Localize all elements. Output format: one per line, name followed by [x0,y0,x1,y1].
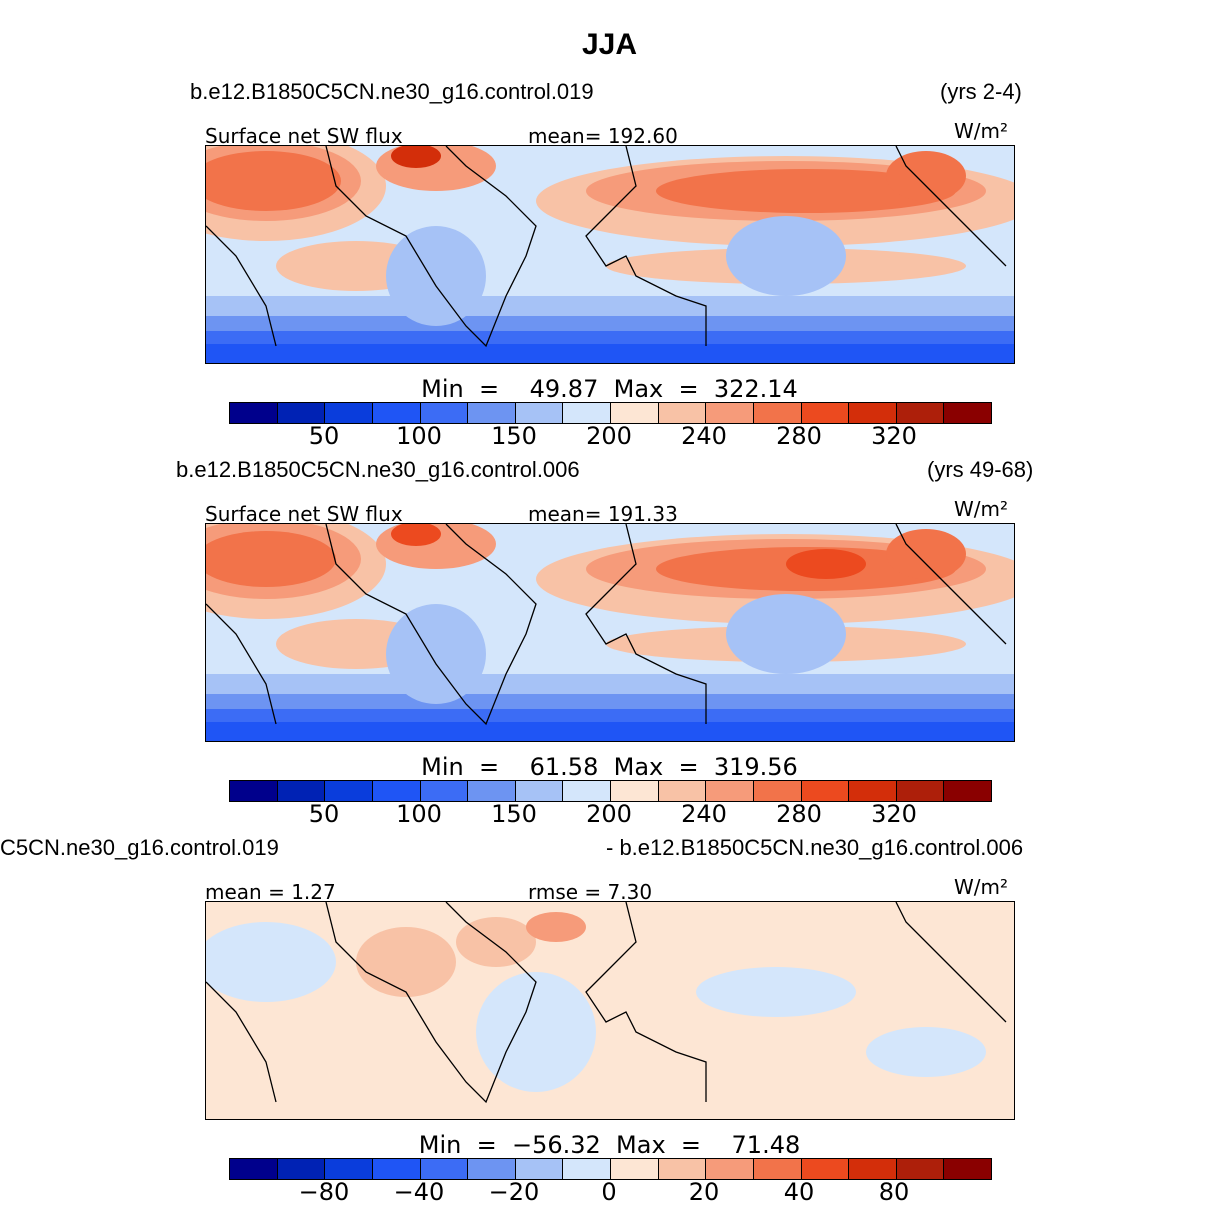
colorbar-swatch [611,403,659,423]
colorbar-swatch [372,1159,421,1179]
panel1-tick: 50 [308,422,340,450]
panel3-map [205,901,1015,1120]
colorbar-swatch [277,1159,326,1179]
panel1-tick: 100 [396,422,442,450]
panel3-colorbar [229,1158,992,1180]
colorbar-swatch [849,1159,897,1179]
colorbar-swatch [563,403,611,423]
panel2-map [205,523,1015,742]
panel3-case-left: C5CN.ne30_g16.control.019 [0,835,279,860]
panel2-tick: 320 [871,800,917,828]
colorbar-swatch [325,781,373,801]
colorbar-swatch [325,1159,373,1179]
panel3-tick: −80 [298,1178,350,1206]
colorbar-swatch [611,1159,659,1179]
colorbar-swatch [230,403,278,423]
panel3-min-max: Min = −56.32 Max = 71.48 [418,1131,801,1159]
panel1-mean-label: mean= 192.60 [528,124,678,148]
colorbar-swatch [515,403,564,423]
panel1-units: W/m² [954,119,1009,143]
colorbar-swatch [896,781,945,801]
panel2-map-field [206,524,1014,741]
panel1-colorbar [229,402,992,424]
panel1-min-max: Min = 49.87 Max = 322.14 [421,375,798,403]
panel1-tick: 280 [776,422,822,450]
colorbar-swatch [420,403,469,423]
panel1-tick: 320 [871,422,917,450]
colorbar-swatch [420,781,469,801]
colorbar-swatch [658,403,707,423]
colorbar-swatch [944,1159,991,1179]
panel2-tick: 240 [681,800,727,828]
panel3-units: W/m² [954,875,1009,899]
panel2-variable-label: Surface net SW flux [205,502,403,526]
panel1-tick: 200 [586,422,632,450]
colorbar-swatch [468,781,516,801]
panel3-tick: 40 [783,1178,815,1206]
colorbar-swatch [658,1159,707,1179]
colorbar-swatch [753,403,802,423]
panel2-tick: 100 [396,800,442,828]
colorbar-swatch [230,781,278,801]
panel2-units: W/m² [954,497,1009,521]
colorbar-swatch [372,781,421,801]
colorbar-swatch [801,403,850,423]
colorbar-swatch [563,1159,611,1179]
colorbar-swatch [325,403,373,423]
colorbar-swatch [944,781,991,801]
colorbar-swatch [468,403,516,423]
colorbar-swatch [896,1159,945,1179]
colorbar-swatch [801,1159,850,1179]
panel2-case-title: b.e12.B1850C5CN.ne30_g16.control.006 [176,457,580,482]
panel3-mean-label: mean = 1.27 [205,880,336,904]
panel2-min-max: Min = 61.58 Max = 319.56 [421,753,798,781]
panel1-years: (yrs 2-4) [940,79,1022,104]
panel2-tick: 200 [586,800,632,828]
colorbar-swatch [372,403,421,423]
panel2-colorbar [229,780,992,802]
colorbar-swatch [944,403,991,423]
colorbar-swatch [230,1159,278,1179]
colorbar-swatch [801,781,850,801]
panel2-years: (yrs 49-68) [927,457,1034,482]
colorbar-swatch [515,1159,564,1179]
panel2-mean-label: mean= 191.33 [528,502,678,526]
panel2-tick: 280 [776,800,822,828]
colorbar-swatch [849,403,897,423]
page-title: JJA [581,28,638,61]
colorbar-swatch [706,403,754,423]
colorbar-swatch [658,781,707,801]
panel3-rmse-label: rmse = 7.30 [528,880,653,904]
colorbar-swatch [849,781,897,801]
colorbar-swatch [753,1159,802,1179]
colorbar-swatch [468,1159,516,1179]
panel3-tick: 0 [601,1178,617,1206]
colorbar-swatch [515,781,564,801]
panel1-map [205,145,1015,364]
colorbar-swatch [753,781,802,801]
colorbar-swatch [420,1159,469,1179]
panel3-tick: −40 [393,1178,445,1206]
panel3-map-field [206,902,1014,1119]
panel1-tick: 240 [681,422,727,450]
panel1-map-field [206,146,1014,363]
colorbar-swatch [706,781,754,801]
panel2-tick: 150 [491,800,537,828]
panel3-tick: 80 [878,1178,910,1206]
panel3-case-right: - b.e12.B1850C5CN.ne30_g16.control.006 [606,835,1024,860]
panel1-tick: 150 [491,422,537,450]
colorbar-swatch [277,781,326,801]
colorbar-swatch [563,781,611,801]
colorbar-swatch [611,781,659,801]
colorbar-swatch [277,403,326,423]
panel2-tick: 50 [308,800,340,828]
colorbar-swatch [896,403,945,423]
panel3-tick: 20 [688,1178,720,1206]
panel1-case-title: b.e12.B1850C5CN.ne30_g16.control.019 [190,79,594,104]
panel1-variable-label: Surface net SW flux [205,124,403,148]
colorbar-swatch [706,1159,754,1179]
panel3-tick: −20 [488,1178,540,1206]
